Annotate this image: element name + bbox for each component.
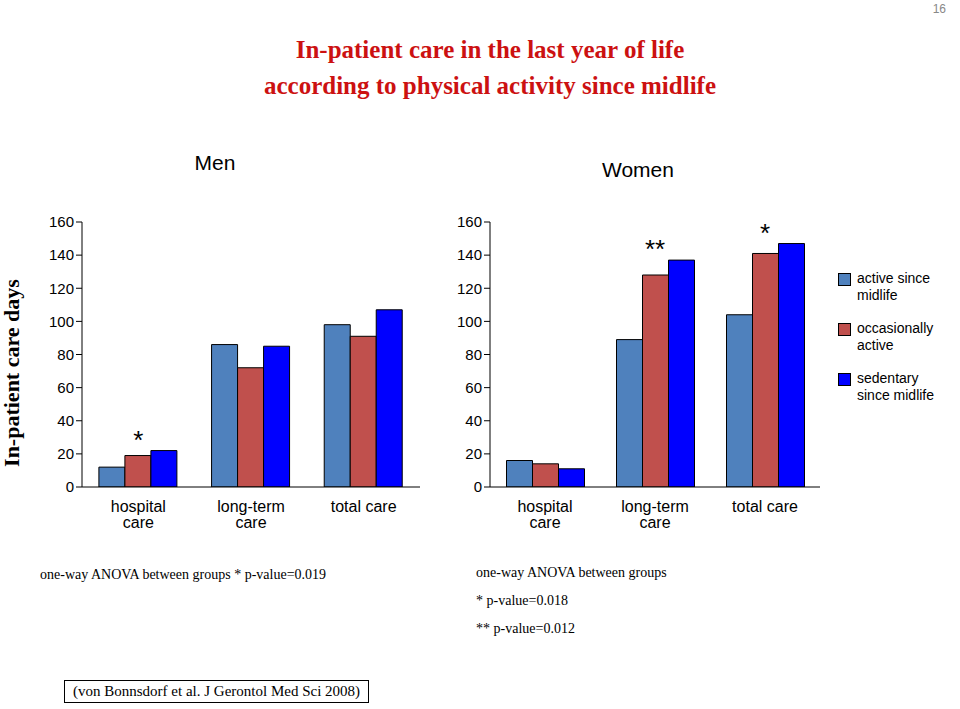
svg-text:*: * [133,425,143,455]
svg-text:0: 0 [66,478,74,495]
html-text:(von Bonnsdorf et al. J Geront: (von Bonnsdorf et al. J Gerontol Med Sci… [73,683,360,699]
svg-text:140: 140 [49,246,74,263]
svg-text:100: 100 [49,313,74,330]
html-text:Women: Women [602,158,674,181]
html-text:occasionally active: occasionally active [857,320,934,353]
html-text:Men: Men [194,151,236,174]
svg-text:long-termcare: long-termcare [217,498,285,531]
html-text:16: 16 [932,2,946,16]
svg-text:100: 100 [457,313,482,330]
svg-text:long-termcare: long-termcare [621,498,689,531]
html-text:active since midlife: active since midlife [857,270,931,303]
svg-text:20: 20 [465,445,482,462]
html-text:* p-value=0.018: * p-value=0.018 [476,593,568,608]
html-text:one-way ANOVA between groups: one-way ANOVA between groups [476,565,667,580]
html-text:In-patient care days: In-patient care days [0,279,24,467]
svg-text:hospitalcare: hospitalcare [111,498,166,531]
svg-text:160: 160 [49,213,74,230]
svg-text:**: ** [645,234,665,264]
svg-text:*: * [760,218,770,248]
svg-text:140: 140 [457,246,482,263]
svg-text:120: 120 [49,280,74,297]
svg-text:80: 80 [57,346,74,363]
svg-text:0: 0 [474,478,482,495]
html-text:** p-value=0.012: ** p-value=0.012 [476,621,575,636]
svg-text:20: 20 [57,445,74,462]
svg-text:total care: total care [732,498,798,515]
svg-text:160: 160 [457,213,482,230]
svg-text:total care: total care [331,498,397,515]
svg-text:60: 60 [57,379,74,396]
svg-text:hospitalcare: hospitalcare [517,498,572,531]
svg-text:40: 40 [465,412,482,429]
svg-text:120: 120 [457,280,482,297]
svg-text:60: 60 [465,379,482,396]
html-text:sedentary since midlife: sedentary since midlife [857,370,934,403]
html-text:one-way ANOVA between groups *: one-way ANOVA between groups * p-value=0… [40,567,326,582]
svg-text:40: 40 [57,412,74,429]
html-text:In-patient care in the last ye: In-patient care in the last year of life… [264,36,716,99]
svg-text:80: 80 [465,346,482,363]
